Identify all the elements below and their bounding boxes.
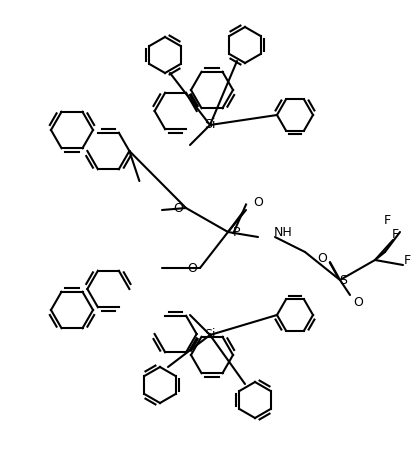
Text: Si: Si	[204, 118, 216, 132]
Text: O: O	[187, 262, 197, 275]
Text: P: P	[232, 226, 240, 238]
Text: O: O	[173, 202, 183, 214]
Text: O: O	[317, 252, 327, 265]
Text: S: S	[339, 273, 347, 286]
Text: F: F	[391, 228, 399, 242]
Text: NH: NH	[273, 226, 292, 238]
Text: Si: Si	[204, 329, 216, 341]
Text: F: F	[383, 213, 391, 227]
Text: O: O	[353, 296, 363, 309]
Text: F: F	[404, 253, 411, 266]
Text: O: O	[253, 196, 263, 208]
